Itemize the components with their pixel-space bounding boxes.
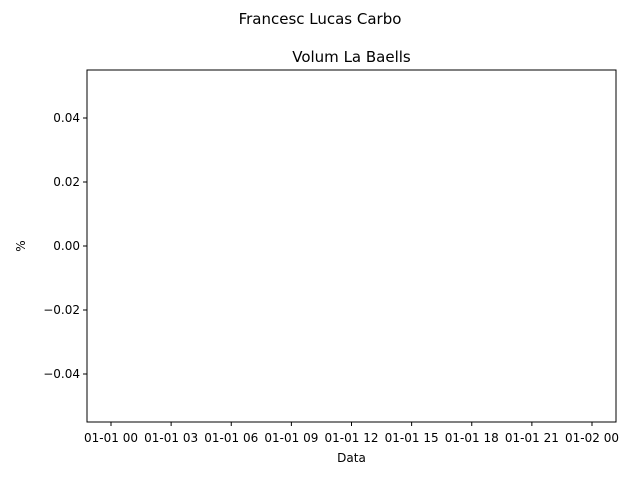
x-axis-label: Data — [337, 451, 366, 465]
figure-suptitle: Francesc Lucas Carbo — [239, 10, 402, 28]
y-axis-label: % — [14, 240, 28, 251]
x-tick-label: 01-01 15 — [385, 431, 439, 445]
x-tick-label: 01-01 03 — [144, 431, 198, 445]
y-tick-label: −0.02 — [43, 303, 80, 317]
x-tick-label: 01-02 00 — [565, 431, 619, 445]
x-tick-label: 01-01 18 — [445, 431, 499, 445]
x-tick-label: 01-01 06 — [204, 431, 258, 445]
y-tick-label: 0.00 — [53, 239, 80, 253]
y-tick-label: 0.04 — [53, 111, 80, 125]
plot-area — [86, 69, 617, 423]
chart-title: Volum La Baells — [292, 48, 411, 66]
y-tick-label: −0.04 — [43, 367, 80, 381]
x-tick-label: 01-01 09 — [264, 431, 318, 445]
y-axis: 0.04 0.02 0.00 −0.02 −0.04 — [43, 111, 87, 381]
x-tick-label: 01-01 21 — [505, 431, 559, 445]
x-tick-label: 01-01 00 — [84, 431, 138, 445]
x-tick-label: 01-01 12 — [325, 431, 379, 445]
y-tick-label: 0.02 — [53, 175, 80, 189]
x-axis: 01-01 00 01-01 03 01-01 06 01-01 09 01-01 12… — [84, 422, 619, 445]
